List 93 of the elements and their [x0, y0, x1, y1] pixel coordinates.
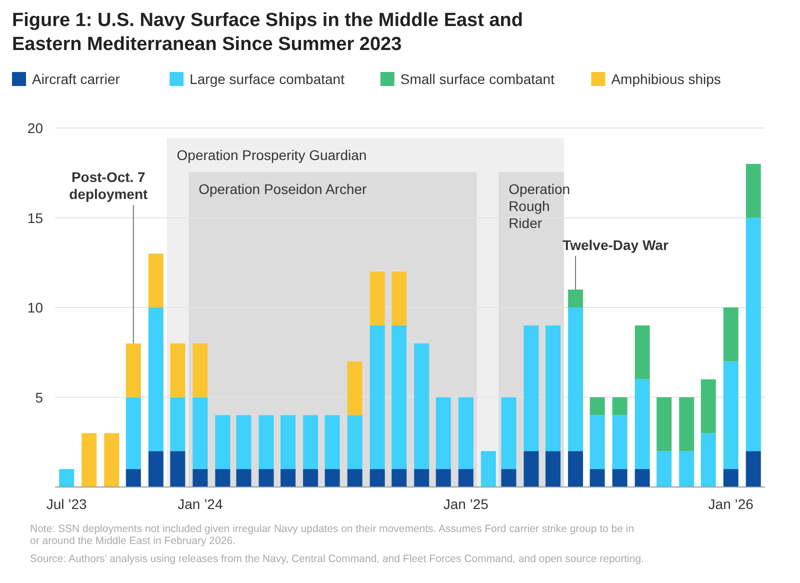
- bar: [59, 469, 74, 487]
- bar: [347, 415, 362, 470]
- legend-label: Large surface combatant: [190, 71, 345, 87]
- source-note: Source: Authors’ analysis using releases from the Navy, Central Command, and Fleet Forces Command, and open source reporting.: [30, 553, 644, 565]
- bar: [679, 451, 694, 487]
- bar: [723, 469, 738, 487]
- bar: [634, 379, 650, 470]
- x-tick-label: Jan ’24: [178, 496, 223, 512]
- y-tick-label: 20: [27, 120, 44, 136]
- bar: [215, 469, 230, 487]
- bar: [700, 379, 716, 434]
- legend-label: Aircraft carrier: [32, 71, 120, 87]
- x-tick-label: Jul ’23: [46, 496, 88, 512]
- bar: [370, 272, 385, 326]
- bar: [126, 397, 141, 470]
- bar: [501, 469, 516, 487]
- bar: [82, 433, 97, 487]
- band-label: Operation Prosperity Guardian: [176, 147, 367, 163]
- bar: [303, 469, 318, 487]
- bar: [458, 469, 474, 487]
- bar: [170, 397, 186, 452]
- bar: [568, 451, 584, 487]
- bar: [392, 272, 407, 326]
- legend-label: Amphibious ships: [611, 71, 721, 87]
- y-tick-label: 10: [27, 300, 44, 316]
- bar: [324, 415, 340, 470]
- bar: [458, 397, 474, 470]
- bar: [436, 397, 451, 470]
- bar: [436, 469, 451, 487]
- bar: [546, 451, 561, 487]
- bar: [280, 415, 296, 470]
- bar: [126, 343, 141, 398]
- chart-title: Figure 1: U.S. Navy Surface Ships in the Middle East and Eastern Mediterranean Since Summer 2023: [12, 10, 524, 55]
- bar: [280, 469, 296, 487]
- bar: [104, 433, 120, 487]
- bar: [723, 361, 738, 470]
- bar: [347, 469, 362, 487]
- bar: [347, 361, 362, 416]
- bar: [392, 325, 407, 470]
- bar: [524, 325, 539, 452]
- bar: [192, 397, 208, 470]
- y-tick-label: 15: [27, 210, 44, 226]
- bar: [170, 343, 186, 398]
- bar: [723, 308, 738, 362]
- band-label: Operation Rough Rider: [508, 181, 570, 231]
- bar: [303, 415, 318, 470]
- bar: [656, 397, 672, 452]
- bar: [612, 415, 628, 470]
- bar: [590, 415, 605, 470]
- bar: [546, 325, 561, 452]
- bar: [414, 343, 430, 470]
- bar: [126, 469, 141, 487]
- bar: [568, 308, 584, 452]
- bar: [501, 397, 516, 470]
- bar: [392, 469, 407, 487]
- text: Note: SSN deployments not included given irregular Navy updates on their movements. Assumes Ford carrier strike group to be in or around the Middle East in February 2026.: [30, 523, 634, 547]
- bar: [524, 451, 539, 487]
- bar: [746, 451, 761, 487]
- y-tick-label: 5: [35, 389, 44, 406]
- bar: [324, 469, 340, 487]
- bar: [612, 397, 628, 416]
- bar: [590, 397, 605, 416]
- bar: [192, 343, 208, 398]
- bar: [258, 469, 274, 487]
- bar: [370, 469, 385, 487]
- bar: [634, 469, 650, 487]
- bar: [236, 415, 252, 470]
- band-label: Operation Poseidon Archer: [198, 181, 368, 197]
- bar: [612, 469, 628, 487]
- bar: [679, 397, 694, 452]
- bar: [370, 325, 385, 470]
- bar: [656, 451, 672, 487]
- bar: [148, 451, 164, 487]
- bar: [634, 325, 650, 380]
- annotation: Twelve-Day War: [562, 237, 669, 253]
- bar: [746, 164, 761, 218]
- bar: [148, 308, 164, 452]
- x-tick-label: Jan ’26: [708, 496, 754, 512]
- bar: [258, 415, 274, 470]
- x-tick-label: Jan ’25: [443, 496, 489, 512]
- bar: [414, 469, 430, 487]
- bar: [590, 469, 605, 487]
- bar: [192, 469, 208, 487]
- bar: [746, 218, 761, 452]
- bar: [480, 451, 496, 487]
- annotation: Post-Oct. 7 deployment: [69, 169, 148, 202]
- bar: [215, 415, 230, 470]
- legend-label: Small surface combatant: [400, 71, 555, 87]
- bar: [170, 451, 186, 487]
- bar: [568, 290, 584, 308]
- bar: [236, 469, 252, 487]
- bar: [700, 433, 716, 487]
- bar: [148, 254, 164, 308]
